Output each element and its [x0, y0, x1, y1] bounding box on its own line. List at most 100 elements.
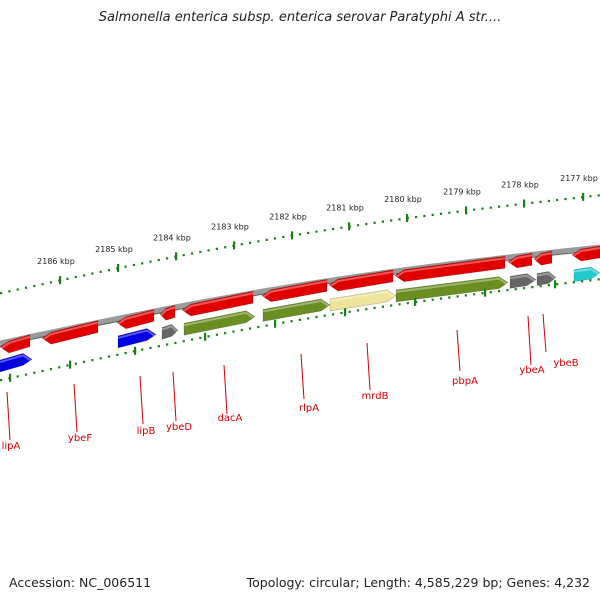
- outer-scale-dot: [265, 238, 268, 241]
- inner-scale-dot: [522, 287, 526, 290]
- gene-label: lipB: [137, 426, 156, 437]
- inner-scale-dot: [531, 286, 534, 289]
- outer-scale-dot: [589, 195, 592, 198]
- forward-gene-arrow[interactable]: [533, 250, 553, 266]
- gene-leader-line: [542, 313, 547, 353]
- outer-scale-dot: [107, 269, 111, 272]
- inner-scale-dot: [232, 330, 235, 333]
- inner-scale-dot: [390, 304, 393, 307]
- forward-gene-arrow[interactable]: [159, 304, 176, 321]
- outer-scale-dot: [41, 283, 44, 286]
- outer-scale-dot: [315, 230, 318, 233]
- gene-label: pbpA: [452, 376, 478, 387]
- outer-scale-dot: [514, 203, 517, 206]
- outer-scale-dot: [481, 207, 484, 210]
- scale-major-tick: [348, 222, 351, 231]
- forward-gene-arrow[interactable]: [0, 334, 31, 354]
- inner-scale-dot: [340, 311, 343, 315]
- gene-leader-line: [73, 383, 78, 433]
- inner-scale-dot: [473, 293, 476, 296]
- outer-scale-dot: [340, 226, 343, 229]
- outer-scale-dot: [556, 198, 559, 202]
- outer-scale-dot: [74, 275, 77, 279]
- inner-scale-dot: [489, 291, 492, 294]
- reverse-gene-arrow[interactable]: [509, 273, 537, 289]
- reverse-gene-arrow[interactable]: [395, 276, 509, 303]
- outer-scale-dot: [33, 284, 36, 288]
- inner-scale-dot: [116, 353, 119, 356]
- scale-major-tick: [117, 263, 120, 272]
- outer-scale-dot: [390, 219, 393, 222]
- outer-scale-dot: [423, 214, 426, 218]
- forward-gene-arrow[interactable]: [261, 278, 328, 303]
- inner-scale-dot: [498, 290, 501, 293]
- inner-scale-dot: [107, 355, 111, 358]
- forward-gene-arrow[interactable]: [507, 252, 533, 269]
- gene-label: ybeB: [553, 358, 578, 369]
- scale-tick-label: 2178 kbp: [501, 181, 539, 190]
- outer-scale-dot: [489, 206, 492, 209]
- reverse-gene-arrow[interactable]: [573, 266, 600, 283]
- gene-label: ybeD: [166, 422, 192, 433]
- inner-scale-dot: [348, 310, 351, 313]
- inner-scale-major-tick: [344, 308, 347, 317]
- gene-label: ybeA: [519, 365, 544, 376]
- accession-text: Accession: NC_006511: [9, 575, 152, 590]
- scale-major-tick: [465, 206, 468, 215]
- inner-scale-dot: [423, 299, 426, 302]
- inner-scale-dot: [365, 308, 368, 311]
- outer-scale-dot: [66, 277, 69, 280]
- inner-scale-dot: [589, 279, 592, 282]
- inner-scale-dot: [190, 338, 194, 341]
- reverse-gene-arrow[interactable]: [536, 271, 557, 286]
- scale-tick-label: 2182 kbp: [269, 212, 307, 221]
- inner-scale-dot: [406, 302, 409, 305]
- reverse-gene-arrow[interactable]: [262, 298, 331, 322]
- gene-leader-line: [366, 342, 371, 391]
- outer-scale-dot: [564, 197, 567, 201]
- outer-scale-dot: [8, 290, 11, 293]
- outer-scale-dot: [166, 257, 169, 260]
- forward-gene-arrow[interactable]: [41, 320, 99, 345]
- outer-scale-dot: [83, 274, 86, 277]
- gene-leader-line: [6, 391, 11, 441]
- forward-gene-arrow[interactable]: [181, 290, 254, 317]
- outer-scale-dot: [373, 221, 376, 224]
- inner-scale-dot: [199, 336, 202, 340]
- forward-gene-arrow[interactable]: [571, 245, 600, 262]
- inner-scale-dot: [514, 288, 517, 291]
- reverse-gene-arrow[interactable]: [329, 289, 397, 312]
- inner-scale-major-tick: [9, 373, 12, 382]
- inner-scale-dot: [33, 371, 36, 374]
- inner-scale-dot: [224, 332, 227, 335]
- reverse-gene-arrow[interactable]: [183, 310, 256, 336]
- forward-gene-arrow[interactable]: [116, 309, 155, 330]
- outer-scale-dot: [99, 270, 102, 273]
- inner-scale-dot: [157, 345, 160, 348]
- outer-scale-dot: [141, 262, 144, 265]
- reverse-gene-arrow[interactable]: [0, 353, 33, 373]
- outer-scale-dot: [547, 199, 550, 203]
- map-title: Salmonella enterica subsp. enterica sero…: [98, 10, 502, 25]
- outer-scale-dot: [448, 211, 451, 214]
- inner-scale-dot: [16, 375, 19, 378]
- inner-scale-major-tick: [554, 280, 557, 289]
- gene-label: ybeF: [68, 433, 92, 444]
- reverse-gene-arrow[interactable]: [117, 328, 157, 349]
- inner-scale-dot: [83, 360, 86, 364]
- reverse-gene-arrow[interactable]: [161, 324, 179, 340]
- outer-scale-dot: [539, 200, 542, 203]
- inner-scale-dot: [207, 335, 210, 338]
- inner-scale-dot: [141, 348, 144, 351]
- outer-scale-dot: [298, 233, 301, 236]
- forward-gene-arrow[interactable]: [394, 255, 506, 282]
- outer-scale-dot: [415, 215, 418, 219]
- inner-scale-dot: [332, 313, 335, 316]
- inner-scale-dot: [124, 351, 127, 355]
- forward-gene-arrow[interactable]: [328, 269, 394, 292]
- gene-leader-line: [456, 329, 461, 372]
- scale-major-tick: [523, 199, 526, 208]
- inner-scale-dot: [282, 321, 285, 324]
- inner-scale-dot: [166, 343, 169, 346]
- inner-scale-dot: [373, 306, 376, 310]
